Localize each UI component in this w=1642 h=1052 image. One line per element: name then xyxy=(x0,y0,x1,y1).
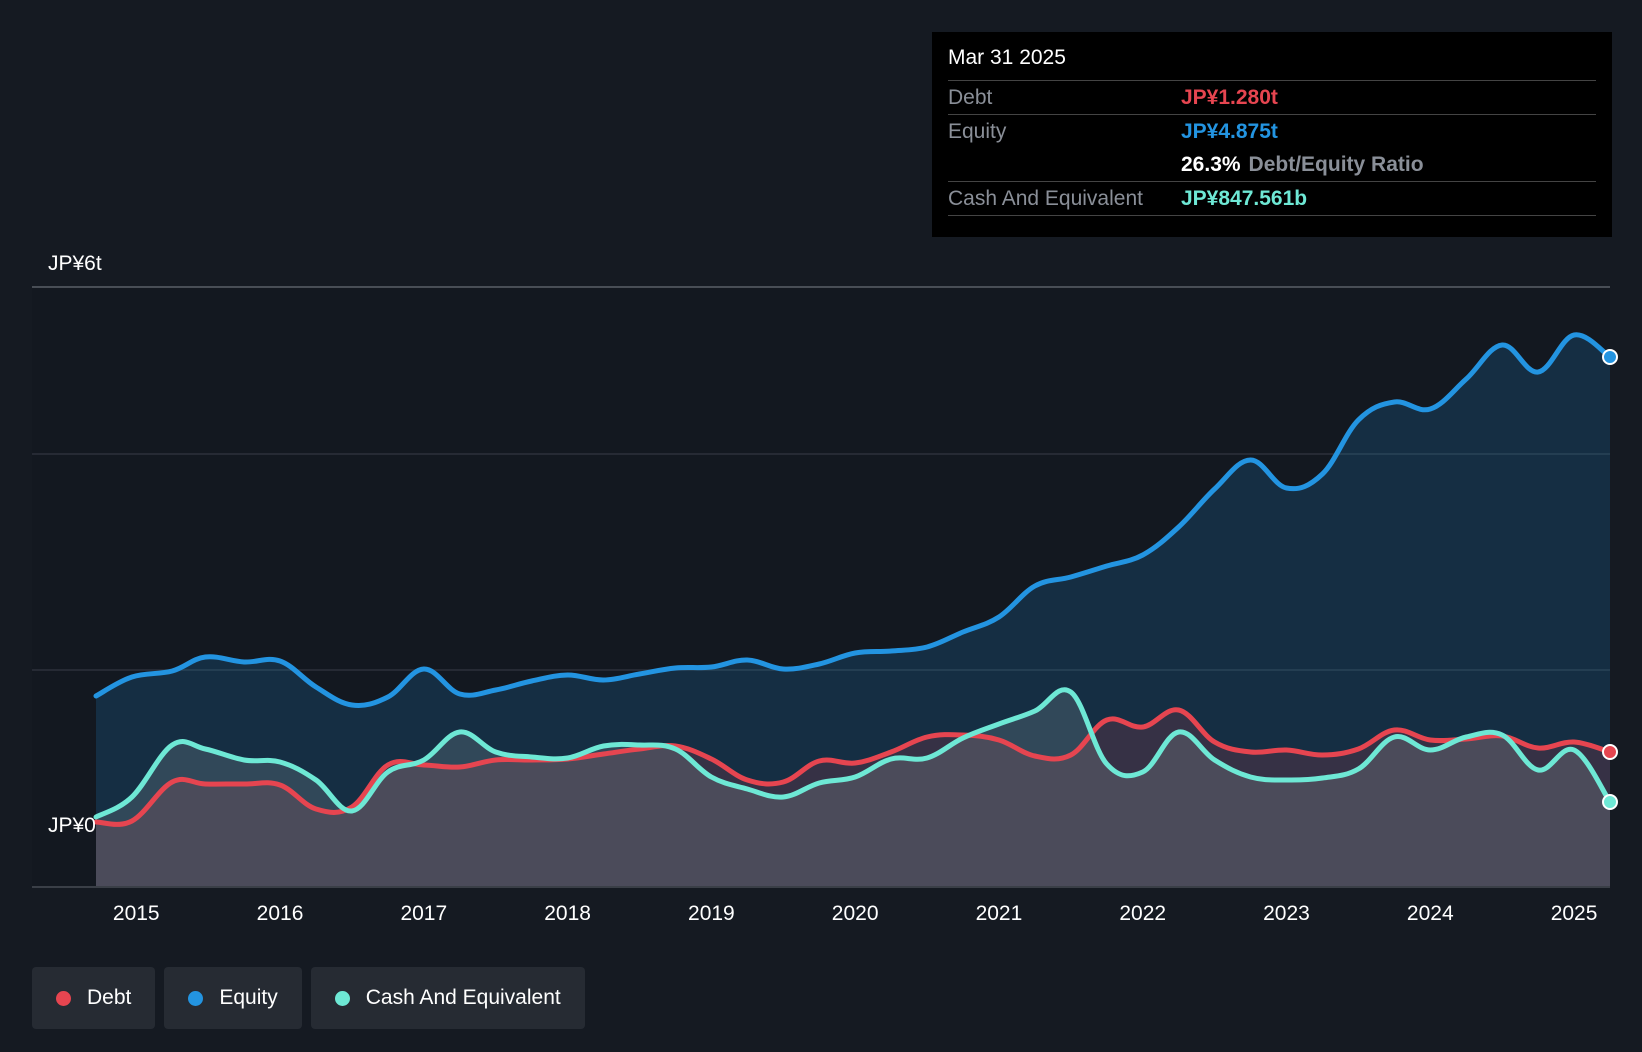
series-endpoints xyxy=(1602,349,1618,810)
tooltip-debt-value: JP¥1.280t xyxy=(1181,85,1278,109)
debt-dot-icon xyxy=(56,990,71,1006)
y-axis-ticks: JP¥6t JP¥0 xyxy=(48,252,102,837)
x-tick-label: 2018 xyxy=(544,902,591,925)
legend-cash-label: Cash And Equivalent xyxy=(365,986,561,1009)
x-tick-label: 2017 xyxy=(400,902,447,925)
x-tick-label: 2022 xyxy=(1119,902,1166,925)
tooltip-equity-row: Equity JP¥4.875t xyxy=(948,114,1596,148)
y-tick-label: JP¥0 xyxy=(48,814,96,837)
gridlines xyxy=(32,286,1610,888)
tooltip-ratio-label: Debt/Equity Ratio xyxy=(1248,152,1424,176)
legend-equity-label: Equity xyxy=(219,986,278,1009)
tooltip-ratio-row: 26.3% Debt/Equity Ratio xyxy=(948,148,1596,181)
cash-dot-icon xyxy=(334,990,350,1006)
x-tick-label: 2019 xyxy=(688,902,735,925)
x-tick-label: 2020 xyxy=(832,902,879,925)
tooltip-cash-row: Cash And Equivalent JP¥847.561b xyxy=(948,181,1596,216)
tooltip: Mar 31 2025 Debt JP¥1.280t Equity JP¥4.8… xyxy=(932,32,1612,237)
tooltip-equity-value: JP¥4.875t xyxy=(1181,119,1278,143)
tooltip-cash-value: JP¥847.561b xyxy=(1181,186,1308,210)
debt-line xyxy=(93,707,1613,827)
legend-item-cash[interactable]: Cash And Equivalent xyxy=(310,967,585,1029)
tooltip-cash-label: Cash And Equivalent xyxy=(948,186,1143,210)
legend: Debt Equity Cash And Equivalent xyxy=(32,967,585,1029)
x-tick-label: 2025 xyxy=(1551,902,1598,925)
legend-item-equity[interactable]: Equity xyxy=(164,967,302,1029)
series-lines xyxy=(93,332,1613,827)
tooltip-equity-label: Equity xyxy=(948,119,1007,143)
x-tick-label: 2024 xyxy=(1407,902,1454,925)
x-tick-label: 2016 xyxy=(257,902,304,925)
debt-endpoint xyxy=(1602,744,1618,760)
legend-item-debt[interactable]: Debt xyxy=(32,967,156,1029)
x-tick-label: 2015 xyxy=(113,902,160,925)
equity-endpoint xyxy=(1602,349,1618,365)
plot-background xyxy=(32,287,1610,887)
x-tick-label: 2021 xyxy=(976,902,1023,925)
tooltip-debt-row: Debt JP¥1.280t xyxy=(948,80,1596,114)
legend-debt-label: Debt xyxy=(87,986,132,1009)
tooltip-ratio-value: 26.3% xyxy=(1181,152,1241,176)
tooltip-debt-label: Debt xyxy=(948,85,993,109)
cash-line xyxy=(93,687,1613,820)
cash-endpoint xyxy=(1602,794,1618,810)
equity-dot-icon xyxy=(188,990,204,1006)
tooltip-date: Mar 31 2025 xyxy=(948,46,1066,69)
equity-line xyxy=(93,332,1613,708)
x-axis-ticks: 2015 2016 2017 2018 2019 2020 2021 2022 2023 2024… xyxy=(113,902,1598,925)
debt-area xyxy=(96,709,1610,887)
y-tick-label: JP¥6t xyxy=(48,252,102,275)
x-tick-label: 2023 xyxy=(1263,902,1310,925)
